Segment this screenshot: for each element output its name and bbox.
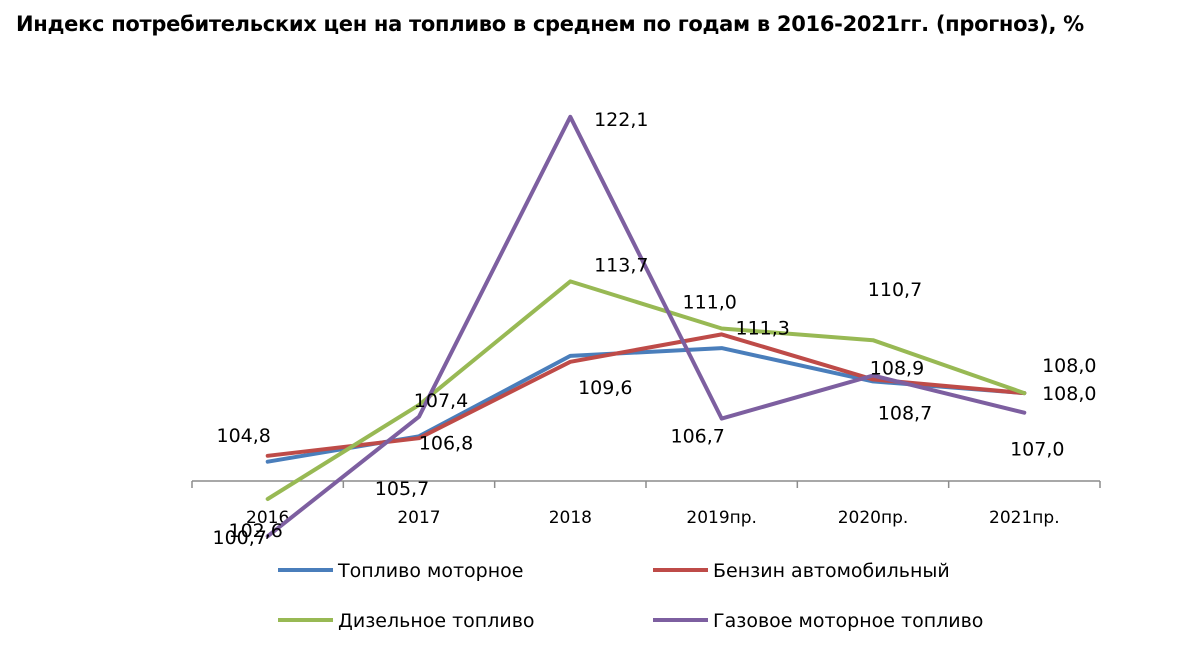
series-line-3 <box>265 279 1027 501</box>
series-lines <box>265 114 1027 539</box>
chart-title: Индекс потребительских цен на топливо в … <box>16 12 1084 36</box>
legend-label: Газовое моторное топливо <box>713 610 983 632</box>
x-tick-label: 2021пр. <box>989 508 1060 528</box>
data-label: 104,8 <box>216 425 270 447</box>
series-line-4 <box>265 114 1027 539</box>
data-label: 108,0 <box>1042 355 1096 377</box>
data-label: 108,7 <box>878 402 932 424</box>
data-label: 111,0 <box>682 291 736 313</box>
data-label: 110,7 <box>868 279 922 301</box>
data-label: 113,7 <box>594 254 648 276</box>
data-label: 122,1 <box>594 109 648 131</box>
data-label: 106,8 <box>419 433 473 455</box>
data-label: 107,0 <box>1010 439 1064 461</box>
data-label: 109,6 <box>578 377 632 399</box>
data-label: 111,3 <box>735 318 789 340</box>
data-label: 102,6 <box>228 520 282 542</box>
x-tick-label: 2020пр. <box>838 508 909 528</box>
data-label: 108,0 <box>1042 383 1096 405</box>
legend-label: Топливо моторное <box>337 560 523 582</box>
data-label: 106,7 <box>670 426 724 448</box>
data-label: 108,9 <box>870 358 924 380</box>
x-axis: 2016 2017 2018 2019пр. 2020пр. 2021пр. <box>191 480 1101 528</box>
data-label: 105,7 <box>375 478 429 500</box>
x-tick-label: 2019пр. <box>686 508 757 528</box>
data-label: 107,4 <box>414 390 468 412</box>
x-tick-label: 2018 <box>549 508 592 528</box>
data-label: 100,7 <box>212 527 266 549</box>
legend-label: Бензин автомобильный <box>713 560 950 582</box>
x-tick-label: 2016 <box>246 508 289 528</box>
x-tick-label: 2017 <box>397 508 440 528</box>
legend-label: Дизельное топливо <box>338 610 535 632</box>
legend: Топливо моторное Бензин автомобильный Дизе… <box>278 560 983 632</box>
